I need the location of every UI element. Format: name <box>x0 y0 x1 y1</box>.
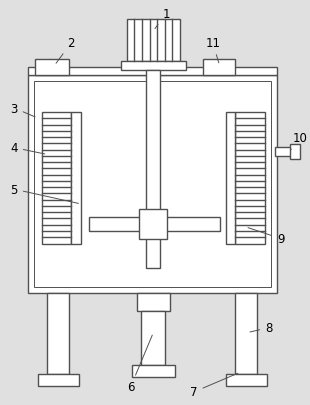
Bar <box>141 311 165 365</box>
Bar <box>126 20 180 62</box>
Bar <box>121 62 186 71</box>
Bar <box>35 60 69 76</box>
Bar <box>131 365 175 377</box>
Text: 4: 4 <box>10 142 45 155</box>
Text: 8: 8 <box>250 321 272 334</box>
Bar <box>203 60 236 76</box>
Bar <box>47 293 69 374</box>
Bar <box>71 113 81 244</box>
Bar <box>136 293 170 311</box>
Bar <box>290 144 300 160</box>
Text: 3: 3 <box>11 102 35 117</box>
Text: 6: 6 <box>127 335 152 394</box>
Bar <box>226 374 267 386</box>
Text: 7: 7 <box>190 373 238 399</box>
Text: 11: 11 <box>205 37 220 64</box>
Text: 9: 9 <box>248 228 285 245</box>
Bar <box>275 147 295 157</box>
Text: 10: 10 <box>291 132 308 150</box>
Bar <box>236 113 265 244</box>
Text: 5: 5 <box>11 183 78 204</box>
Bar <box>89 217 219 231</box>
Bar <box>140 209 167 239</box>
Bar <box>28 76 277 293</box>
Text: 1: 1 <box>155 8 170 30</box>
Bar <box>146 71 160 269</box>
Bar <box>42 113 71 244</box>
Text: 2: 2 <box>56 37 75 64</box>
Bar <box>236 293 257 374</box>
Bar <box>226 113 236 244</box>
Bar <box>38 374 79 386</box>
Bar <box>28 68 277 76</box>
Bar <box>34 82 271 288</box>
